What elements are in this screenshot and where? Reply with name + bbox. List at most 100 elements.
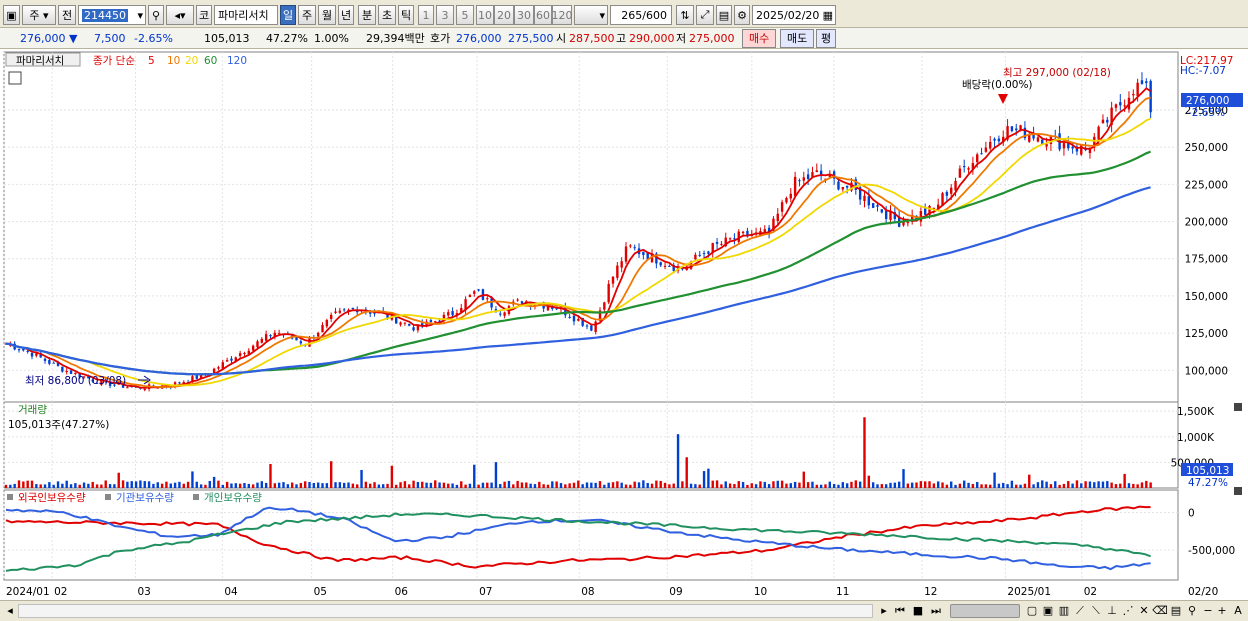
volume-bar bbox=[325, 483, 329, 488]
sell-button[interactable]: 매도 bbox=[780, 29, 815, 48]
period-tick-tab[interactable]: 틱 bbox=[398, 5, 414, 25]
candle-body bbox=[828, 174, 832, 177]
interval-5-button[interactable]: 5 bbox=[456, 5, 474, 25]
zoom-out-icon[interactable]: − bbox=[1203, 604, 1213, 617]
erase-icon[interactable]: ⌫ bbox=[1152, 604, 1168, 617]
stock-chart[interactable]: 275,000 250,000 225,000 200,000 175,000 150,0… bbox=[0, 50, 1248, 600]
tile-icon[interactable]: ▥ bbox=[1058, 604, 1070, 617]
volume-bar bbox=[1132, 483, 1135, 488]
candle-body bbox=[672, 265, 675, 271]
candle-body bbox=[225, 360, 229, 362]
stock-name: 파마리서치 bbox=[218, 9, 269, 22]
candle-body bbox=[39, 353, 42, 358]
stock-type-select[interactable]: 주 ▾ bbox=[22, 5, 56, 25]
panel-close-icon bbox=[1234, 403, 1242, 411]
candle-body bbox=[854, 179, 858, 190]
holding-legend-marker bbox=[193, 494, 199, 500]
volume-bar bbox=[741, 482, 745, 488]
volume-bar bbox=[793, 481, 797, 488]
stock-code-input[interactable]: 214450 ▾ bbox=[78, 5, 146, 25]
candle-body bbox=[1080, 145, 1083, 155]
volume-bar bbox=[481, 482, 485, 488]
volume-value: 105,013 bbox=[204, 32, 250, 45]
scroll-right-icon[interactable]: ▸ bbox=[881, 604, 887, 617]
scroll-thumb[interactable] bbox=[950, 604, 1020, 618]
candle-body bbox=[325, 320, 329, 327]
x-tick-label: 06 bbox=[395, 586, 409, 598]
candle-body bbox=[243, 353, 246, 355]
candle-body bbox=[850, 182, 853, 191]
zoom-icon[interactable]: ⚲ bbox=[1187, 604, 1197, 617]
volume-bar bbox=[871, 482, 875, 488]
volume-bar bbox=[776, 480, 779, 488]
chart-type-icon[interactable]: ⤢ bbox=[696, 5, 714, 25]
draw-line-icon[interactable]: ⟋ bbox=[1076, 604, 1084, 617]
volume-bar bbox=[941, 482, 944, 488]
speaker-icon[interactable]: ◂▾ bbox=[166, 5, 194, 25]
trend-icon[interactable]: ⟍ bbox=[1092, 604, 1100, 617]
interval-10-button[interactable]: 10 bbox=[476, 5, 494, 25]
holding-legend-marker bbox=[7, 494, 13, 500]
count-max: /600 bbox=[642, 8, 667, 22]
cross-icon[interactable]: ✕ bbox=[1139, 604, 1149, 617]
chart-scrollbar[interactable] bbox=[18, 604, 873, 618]
candle-body bbox=[256, 341, 259, 348]
candle-body bbox=[22, 348, 25, 351]
gear-icon[interactable]: ⚙ bbox=[734, 5, 750, 25]
period-week-tab[interactable]: 주 bbox=[298, 5, 316, 25]
scroll-left-icon[interactable]: ◂ bbox=[7, 604, 13, 617]
window-icon[interactable]: ▢ bbox=[1026, 604, 1038, 617]
period-year-tab[interactable]: 년 bbox=[338, 5, 354, 25]
period-month-tab[interactable]: 월 bbox=[318, 5, 336, 25]
count-input[interactable]: 265/600 bbox=[610, 5, 672, 25]
candle-body bbox=[715, 242, 719, 244]
font-size-icon[interactable]: A bbox=[1234, 604, 1242, 617]
save-drawing-icon[interactable]: ▤ bbox=[1170, 604, 1182, 617]
search-icon[interactable]: ⚲ bbox=[148, 5, 164, 25]
interval-3-button[interactable]: 3 bbox=[436, 5, 454, 25]
chart-tool-icon[interactable]: ⇅ bbox=[676, 5, 694, 25]
period-second-tab[interactable]: 초 bbox=[378, 5, 396, 25]
rewind-icon[interactable]: ⏮ bbox=[895, 604, 905, 617]
price-y-tick: 225,000 bbox=[1185, 179, 1228, 191]
interval-120-button[interactable]: 120 bbox=[552, 5, 573, 25]
interval-60-button[interactable]: 60 bbox=[534, 5, 552, 25]
interval-1-button[interactable]: 1 bbox=[418, 5, 434, 25]
forward-icon[interactable]: ⏭ bbox=[931, 604, 941, 617]
eval-button[interactable]: 평 bbox=[816, 29, 837, 48]
volume-bar bbox=[442, 482, 446, 488]
candle-body bbox=[238, 353, 242, 357]
stop-icon[interactable]: ■ bbox=[912, 604, 924, 617]
volume-bar bbox=[889, 482, 892, 488]
period-day-tab[interactable]: 일 bbox=[280, 5, 296, 25]
volume-bar bbox=[642, 480, 645, 488]
volume-bar bbox=[130, 481, 133, 488]
fib-icon[interactable]: ⋰ bbox=[1122, 604, 1134, 617]
volume-bar bbox=[993, 472, 996, 488]
interval-30-button[interactable]: 30 bbox=[514, 5, 534, 25]
volume-bar bbox=[95, 484, 99, 488]
save-icon[interactable]: ▤ bbox=[716, 5, 732, 25]
zoom-in-icon[interactable]: + bbox=[1217, 604, 1227, 617]
volume-bar bbox=[893, 482, 897, 488]
volume-bar bbox=[989, 484, 992, 488]
volume-bar bbox=[928, 481, 931, 488]
date-input[interactable]: 2025/02/20 ▦ bbox=[752, 5, 836, 25]
x-tick-label: 05 bbox=[314, 586, 327, 598]
candle-body bbox=[871, 203, 875, 208]
layout-icon[interactable]: ▣ bbox=[3, 5, 20, 25]
candle-body bbox=[967, 168, 970, 170]
volume-bar bbox=[490, 482, 493, 488]
window-dual-icon[interactable]: ▣ bbox=[1042, 604, 1054, 617]
measure-icon[interactable]: ⊥ bbox=[1107, 604, 1117, 617]
prev-button[interactable]: 전 bbox=[58, 5, 76, 25]
ko-button[interactable]: 코 bbox=[196, 5, 212, 25]
interval-dropdown[interactable]: ▾ bbox=[574, 5, 608, 25]
buy-button[interactable]: 매수 bbox=[742, 29, 777, 48]
candle-body bbox=[629, 245, 632, 247]
candle-body bbox=[1002, 136, 1005, 143]
interval-20-button[interactable]: 20 bbox=[494, 5, 514, 25]
volume-bar bbox=[698, 484, 701, 488]
candle-body bbox=[95, 382, 99, 384]
period-minute-tab[interactable]: 분 bbox=[358, 5, 376, 25]
